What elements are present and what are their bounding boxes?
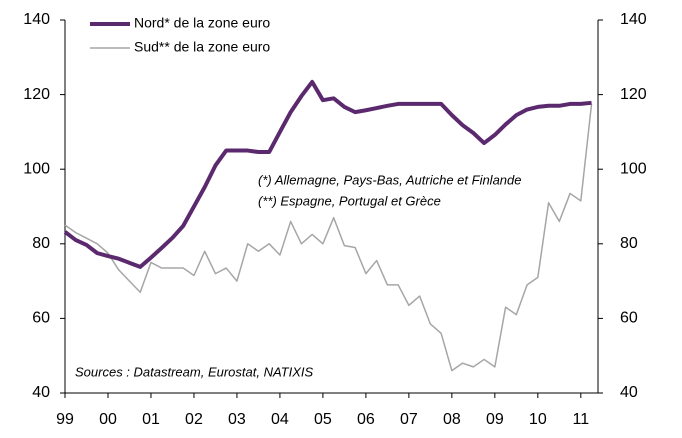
- y-tick-label: 60: [32, 310, 50, 327]
- series-line: [64, 103, 593, 372]
- y-tick-label: 120: [23, 86, 50, 103]
- y2-tick-label: 120: [620, 86, 647, 103]
- x-tick-label: 06: [357, 411, 375, 428]
- y2-tick-label: 40: [620, 384, 638, 401]
- annotation: (*) Allemagne, Pays-Bas, Autriche et Fin…: [258, 172, 522, 187]
- x-tick-label: 99: [56, 411, 74, 428]
- x-tick-label: 08: [443, 411, 461, 428]
- legend-label: Nord* de la zone euro: [134, 15, 270, 31]
- y2-tick-label: 100: [620, 160, 647, 177]
- x-tick-label: 01: [142, 411, 160, 428]
- x-tick-label: 07: [400, 411, 418, 428]
- x-tick-label: 11: [573, 411, 590, 428]
- x-tick-label: 00: [99, 411, 117, 428]
- y-tick-label: 140: [23, 11, 50, 28]
- y2-tick-label: 140: [620, 11, 647, 28]
- annotation: Sources : Datastream, Eurostat, NATIXIS: [75, 364, 314, 379]
- x-tick-label: 10: [529, 411, 547, 428]
- x-tick-label: 05: [314, 411, 332, 428]
- x-tick-label: 09: [486, 411, 504, 428]
- y-tick-label: 40: [32, 384, 50, 401]
- y-tick-label: 100: [23, 160, 50, 177]
- annotation: (**) Espagne, Portugal et Grèce: [258, 193, 441, 208]
- x-tick-label: 03: [228, 411, 246, 428]
- y2-tick-label: 60: [620, 310, 638, 327]
- y-tick-label: 80: [32, 235, 50, 252]
- x-tick-label: 04: [271, 411, 289, 428]
- series-line: [63, 79, 592, 269]
- legend-label: Sud** de la zone euro: [134, 39, 270, 55]
- x-tick-label: 02: [185, 411, 203, 428]
- y2-tick-label: 80: [620, 235, 638, 252]
